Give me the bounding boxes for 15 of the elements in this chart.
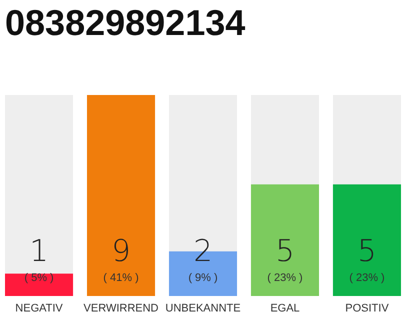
annotation: ( 41% ) xyxy=(103,272,139,284)
annotation: ( 23% ) xyxy=(267,272,303,284)
x-tick-label: EGAL xyxy=(270,302,300,314)
annotation: ( 5% ) xyxy=(24,272,54,284)
data-label: 9 xyxy=(111,234,131,269)
annotation: ( 23% ) xyxy=(349,272,385,284)
annotation: ( 9% ) xyxy=(188,272,218,284)
data-label: 5 xyxy=(275,234,295,269)
data-label: 5 xyxy=(357,234,377,269)
data-label: 1 xyxy=(29,234,49,269)
x-tick-label: VERWIRREND xyxy=(84,302,159,314)
x-tick-label: UNBEKANNTE xyxy=(165,302,241,314)
x-tick-label: POSITIV xyxy=(345,302,390,314)
x-tick-label: NEGATIV xyxy=(15,302,64,314)
chart-title: 083829892134 xyxy=(5,2,246,43)
